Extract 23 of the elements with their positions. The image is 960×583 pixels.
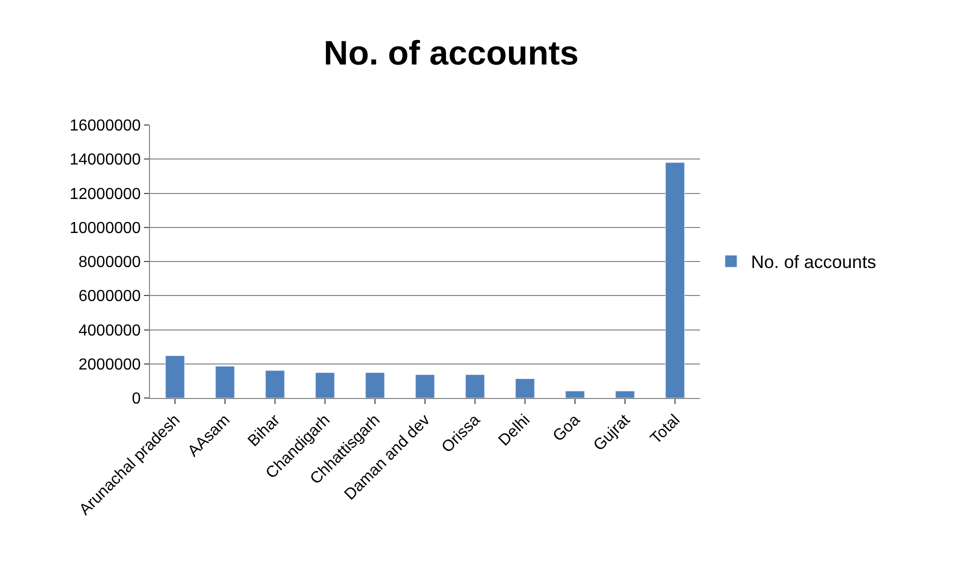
y-tick-label: 10000000 [70,220,141,237]
bar [615,390,635,398]
bar [215,366,235,398]
bar [265,370,285,398]
bar [465,374,485,398]
bar [515,378,535,398]
bar [315,372,335,398]
bar [165,355,185,398]
legend-label: No. of accounts [751,252,876,272]
bar [665,162,685,398]
y-tick-label: 14000000 [70,152,141,169]
y-tick-label: 12000000 [70,186,141,203]
y-tick-label: 8000000 [78,254,141,272]
bar [415,374,435,398]
y-tick-label: 4000000 [78,322,141,340]
y-tick-label: 6000000 [78,288,141,306]
y-tick-label: 2000000 [78,356,141,374]
chart-title: No. of accounts [324,34,579,73]
bar [365,372,385,398]
y-tick-label: 16000000 [70,118,141,135]
x-tick-label: Goa [550,412,584,446]
bar [565,390,585,398]
y-tick-label: 0 [132,390,141,408]
